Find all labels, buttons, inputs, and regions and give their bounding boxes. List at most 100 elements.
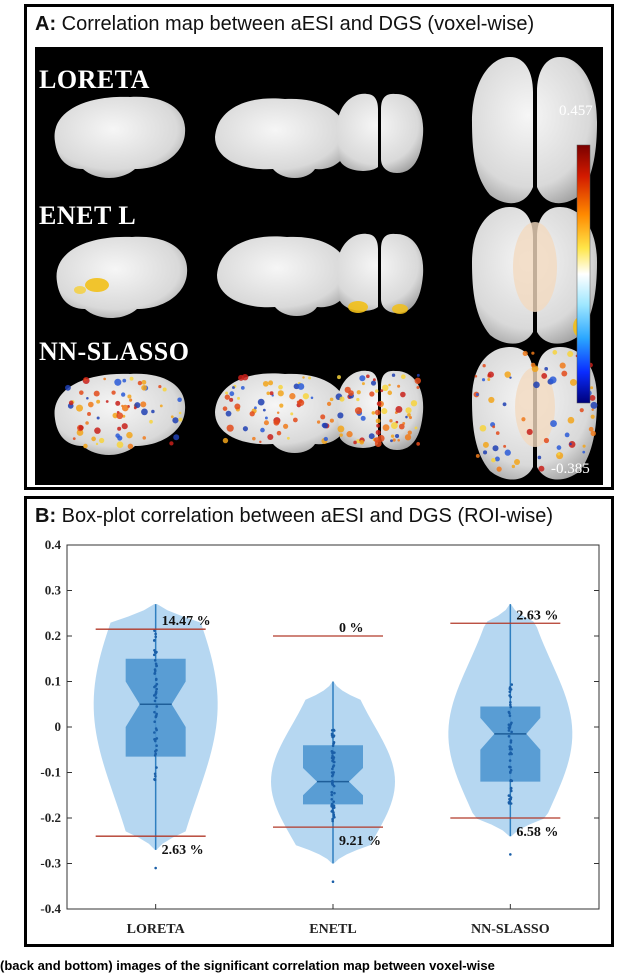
- activation-speckle: [567, 416, 575, 424]
- activation-speckle: [492, 445, 499, 452]
- data-point: [331, 767, 334, 771]
- activation-speckle: [323, 436, 329, 442]
- activation-speckle: [369, 391, 375, 397]
- activation-speckle: [408, 416, 413, 420]
- data-point: [155, 744, 158, 748]
- activation-speckle: [222, 437, 229, 444]
- activation-speckle: [494, 456, 500, 462]
- activation-speckle: [263, 420, 269, 426]
- activation-speckle: [115, 400, 121, 406]
- activation-speckle: [121, 423, 128, 430]
- activation-speckle: [359, 439, 365, 445]
- y-tick-label: -0.3: [40, 856, 61, 871]
- activation-speckle: [65, 384, 71, 391]
- y-tick-label: 0.4: [45, 537, 62, 552]
- data-point: [330, 791, 334, 794]
- activation-speckle: [353, 440, 357, 445]
- activation-speckle: [141, 379, 147, 385]
- data-point: [509, 771, 512, 774]
- series-LORETA: 14.47 % 2.63 %: [93, 604, 218, 870]
- activation-speckle: [381, 408, 388, 415]
- data-point: [507, 794, 511, 797]
- activation-speckle: [373, 437, 380, 443]
- data-point: [332, 811, 335, 814]
- activation-speckle: [111, 390, 116, 395]
- activation-speckle: [302, 376, 305, 379]
- activation-speckle: [370, 380, 377, 386]
- activation-speckle: [374, 409, 381, 416]
- colorbar: [576, 144, 591, 404]
- activation-speckle: [116, 441, 124, 449]
- activation-speckle: [395, 433, 400, 439]
- activation-speckle: [79, 390, 84, 395]
- activation-speckle: [348, 390, 354, 396]
- data-point: [509, 853, 512, 856]
- data-point: [331, 750, 334, 754]
- data-point: [154, 690, 158, 693]
- activation-speckle: [557, 452, 561, 456]
- y-tick-label: -0.4: [40, 901, 61, 916]
- chart-axes: 0.4 0.3 0.2 0.1 0 -0.1 -0.2 -0.3 -0.4 LORETA ENETL…: [40, 537, 600, 937]
- activation-speckle: [380, 389, 384, 393]
- brain-bottom: [472, 57, 597, 204]
- activation-speckle: [504, 449, 511, 456]
- activation-speckle: [481, 378, 486, 382]
- activation-speckle: [173, 434, 180, 441]
- data-point: [331, 757, 335, 761]
- activation-speckle: [268, 380, 274, 386]
- activation-speckle: [559, 362, 566, 369]
- activation-speckle: [269, 391, 274, 396]
- row-label-loreta: LORETA: [39, 65, 150, 94]
- activation-speckle: [544, 367, 549, 371]
- activation-speckle: [127, 443, 134, 450]
- data-point: [507, 710, 511, 714]
- activation-speckle: [137, 380, 143, 386]
- activation-speckle: [242, 426, 248, 432]
- activation-speckle: [158, 384, 162, 389]
- data-point: [153, 778, 156, 781]
- data-point: [509, 779, 512, 783]
- activation-speckle: [279, 403, 284, 408]
- activation-speckle: [410, 400, 418, 407]
- data-point: [154, 696, 158, 699]
- activation-speckle: [474, 374, 478, 378]
- activation-speckle: [316, 420, 321, 424]
- data-point: [508, 759, 512, 762]
- data-point: [507, 734, 511, 738]
- data-point: [154, 750, 157, 753]
- activation-speckle: [302, 393, 309, 400]
- activation-speckle: [337, 412, 344, 419]
- data-point: [509, 765, 512, 769]
- activation-speckle: [376, 423, 380, 428]
- data-point: [154, 866, 157, 870]
- data-point: [331, 744, 335, 748]
- activation-speckle: [225, 410, 232, 417]
- data-point: [153, 671, 157, 675]
- activation-speckle: [297, 399, 305, 406]
- data-point: [509, 705, 513, 709]
- activation-speckle: [526, 428, 533, 436]
- activation-speckle: [390, 422, 398, 429]
- data-point: [153, 668, 157, 671]
- activation-speckle: [103, 377, 107, 381]
- data-point: [510, 730, 513, 734]
- activation-speckle: [488, 396, 495, 404]
- activation-speckle: [264, 416, 268, 420]
- data-point: [508, 687, 512, 691]
- activation-speckle: [556, 445, 562, 450]
- series-ENETL: 0 % 9.21 %: [271, 621, 395, 883]
- y-tick-label: -0.1: [40, 765, 61, 780]
- activation-speckle: [514, 459, 520, 466]
- data-point: [509, 787, 513, 790]
- activation-speckle: [537, 455, 542, 460]
- panel-b: B: Box-plot correlation between aESI and…: [24, 496, 614, 947]
- data-point: [509, 802, 513, 805]
- activation-speckle: [257, 398, 265, 406]
- activation-speckle: [567, 350, 574, 358]
- data-point: [331, 773, 335, 776]
- activation-speckle: [267, 433, 274, 440]
- data-point: [332, 800, 336, 803]
- activation-speckle: [237, 396, 240, 400]
- data-point: [330, 732, 334, 736]
- activation-speckle: [229, 397, 234, 402]
